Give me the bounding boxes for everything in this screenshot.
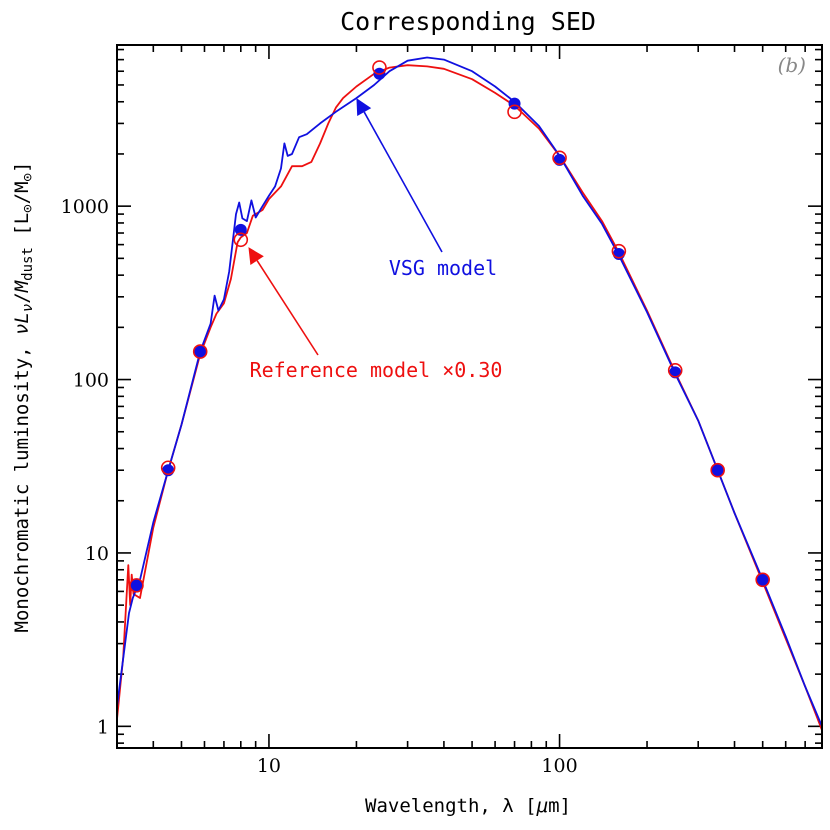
x-axis-label: Wavelength, λ [μm] [365, 795, 571, 817]
reference-point [129, 578, 144, 593]
annotations: VSG model Reference model ×0.30 [248, 98, 502, 382]
reference-point [755, 572, 770, 588]
x-tick-label: 100 [541, 755, 577, 777]
reference-point [552, 150, 567, 166]
vsg-point [130, 579, 143, 592]
y-axis-label: Monochromatic luminosity, νLν/Mdust [L⊙/… [11, 162, 36, 633]
reference-point [611, 243, 627, 259]
reference-point [233, 232, 249, 248]
vsg-arrow-line [363, 111, 443, 253]
y-tick-label: 1000 [61, 196, 109, 218]
y-tick-label: 10 [85, 543, 109, 565]
vsg-point [194, 345, 207, 358]
plot-frame [116, 44, 823, 749]
reference-point [160, 460, 176, 476]
reference-arrow-head [248, 247, 264, 265]
reference-point [507, 104, 522, 120]
reference-model-annotation: Reference model ×0.30 [250, 358, 503, 382]
vsg-model-line [117, 56, 822, 727]
y-tick-label: 100 [73, 370, 109, 392]
reference-point [372, 60, 387, 75]
x-tick-label: 10 [257, 755, 281, 777]
chart-title: Corresponding SED [340, 7, 596, 36]
vsg-model-annotation: VSG model [389, 256, 497, 280]
vsg-arrow-head [356, 98, 372, 116]
reference-point [192, 344, 208, 359]
reference-arrow-line [256, 260, 319, 356]
reference-point [667, 363, 683, 378]
vsg-point [234, 223, 247, 236]
reference-point [710, 462, 725, 478]
axes-ticks: 10 100 1 10 100 1000 [61, 45, 823, 777]
series-lines [117, 56, 822, 731]
reference-model-line [117, 64, 822, 731]
y-tick-label: 1 [97, 716, 109, 738]
panel-label: (b) [778, 53, 806, 77]
vsg-point [711, 464, 724, 477]
data-points [129, 60, 770, 593]
vsg-point [756, 573, 769, 586]
